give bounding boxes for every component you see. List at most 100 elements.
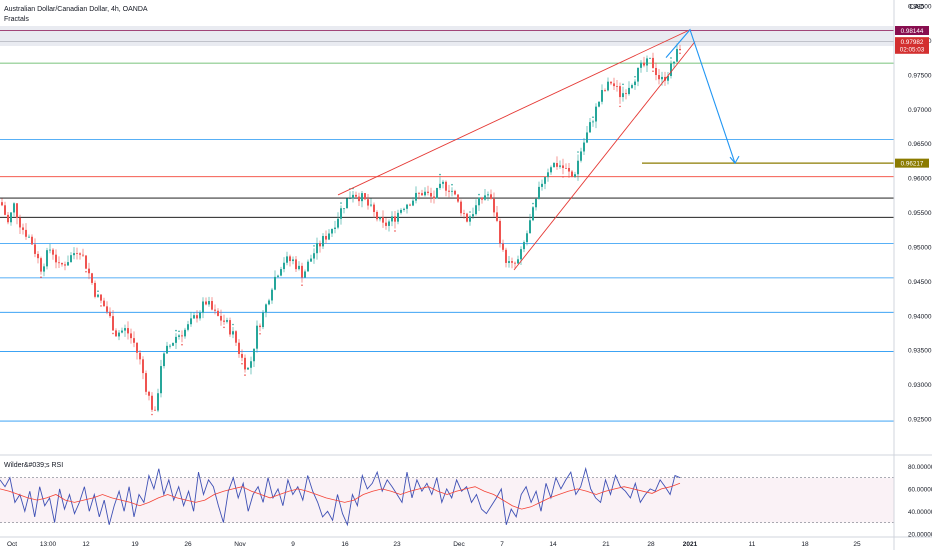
candle-body <box>136 342 138 353</box>
rsi-tick-label: 20.00000 <box>908 531 932 538</box>
candle-body <box>220 315 222 321</box>
candle-body <box>559 165 561 167</box>
candle-body <box>355 194 357 197</box>
candle-body <box>52 249 54 255</box>
candle-body <box>184 329 186 337</box>
candle-body <box>601 90 603 102</box>
rsi-panel <box>0 466 894 527</box>
horizontal-levels <box>0 30 894 422</box>
candle-body <box>100 294 102 301</box>
candle-body <box>55 254 57 263</box>
candle-body <box>583 142 585 152</box>
y-tick-label: 0.96500 <box>908 141 932 148</box>
y-tick-label: 0.98500 <box>908 4 932 11</box>
y-tick-label: 0.97000 <box>908 107 932 114</box>
price-badge-label: 0.96217 <box>901 160 924 167</box>
candle-body <box>4 205 6 215</box>
candle-body <box>22 227 24 230</box>
x-tick-label: 25 <box>853 541 861 548</box>
candle-body <box>187 324 189 330</box>
x-tick-label: 12 <box>82 541 90 548</box>
candle-body <box>46 250 48 267</box>
candle-body <box>616 86 618 87</box>
fractal-marker <box>619 105 621 108</box>
candle-body <box>235 331 237 343</box>
x-tick-label: 14 <box>549 541 557 548</box>
candle-body <box>238 342 240 354</box>
candle-body <box>577 160 579 175</box>
candle-body <box>388 221 390 226</box>
candle-body <box>286 256 288 263</box>
candle-body <box>550 167 552 173</box>
candle-body <box>445 181 447 191</box>
fractal-marker <box>112 332 114 335</box>
candle-body <box>505 249 507 263</box>
x-tick-label: Oct <box>7 541 17 548</box>
candle-body <box>178 335 180 337</box>
candle-body <box>367 199 369 206</box>
candle-body <box>415 192 417 201</box>
fractal-marker <box>40 276 42 278</box>
candle-body <box>427 191 429 193</box>
candle-body <box>547 172 549 178</box>
fractal-marker <box>394 230 396 232</box>
candle-body <box>67 262 69 266</box>
candle-body <box>373 204 375 212</box>
candle-body <box>517 259 519 264</box>
x-tick-label: 19 <box>131 541 139 548</box>
candle-body <box>151 395 153 410</box>
fractal-marker <box>181 343 183 346</box>
candle-body <box>229 320 231 335</box>
candle-body <box>340 208 342 219</box>
wedge-lower-line <box>513 41 696 271</box>
candle-body <box>271 289 273 301</box>
fractal-marker <box>532 202 534 205</box>
candle-body <box>19 217 21 228</box>
x-tick-label: 11 <box>749 541 756 548</box>
candle-body <box>553 163 555 168</box>
candle-body <box>31 236 33 245</box>
candle-body <box>646 58 648 66</box>
candle-body <box>298 265 300 270</box>
fractal-marker <box>340 202 342 204</box>
candle-body <box>82 254 84 256</box>
fractal-marker <box>451 183 453 186</box>
candle-body <box>277 275 279 277</box>
y-tick-label: 0.93000 <box>908 382 932 389</box>
candle-body <box>214 309 216 311</box>
fractal-marker <box>634 75 636 78</box>
candle-body <box>358 196 360 202</box>
candle-body <box>565 168 567 169</box>
x-tick-label: 26 <box>184 541 192 548</box>
candle-body <box>421 193 423 196</box>
y-tick-label: 0.93500 <box>908 348 932 355</box>
candle-body <box>226 320 228 322</box>
fractal-marker <box>97 290 99 293</box>
candle-body <box>676 49 678 62</box>
y-tick-label: 0.95500 <box>908 210 932 217</box>
candle-body <box>436 187 438 199</box>
candle-body <box>490 194 492 199</box>
candles-layer <box>1 43 681 416</box>
candle-body <box>223 320 225 322</box>
candle-body <box>460 201 462 214</box>
candle-body <box>343 208 345 210</box>
candle-body <box>448 190 450 192</box>
candle-body <box>133 338 135 343</box>
candle-body <box>526 233 528 243</box>
candle-body <box>211 301 213 310</box>
candle-body <box>208 301 210 305</box>
candle-body <box>301 265 303 278</box>
y-tick-label: 0.94500 <box>908 279 932 286</box>
candle-body <box>328 233 330 240</box>
fractal-marker <box>652 70 654 73</box>
candle-body <box>652 57 654 68</box>
candle-body <box>58 262 60 264</box>
candle-body <box>232 331 234 335</box>
x-tick-label: 13:00 <box>40 541 57 548</box>
x-tick-label: 2021 <box>683 541 698 548</box>
rsi-tick-label: 80.00000 <box>908 464 932 471</box>
fractal-marker <box>232 323 234 326</box>
candle-body <box>70 255 72 263</box>
